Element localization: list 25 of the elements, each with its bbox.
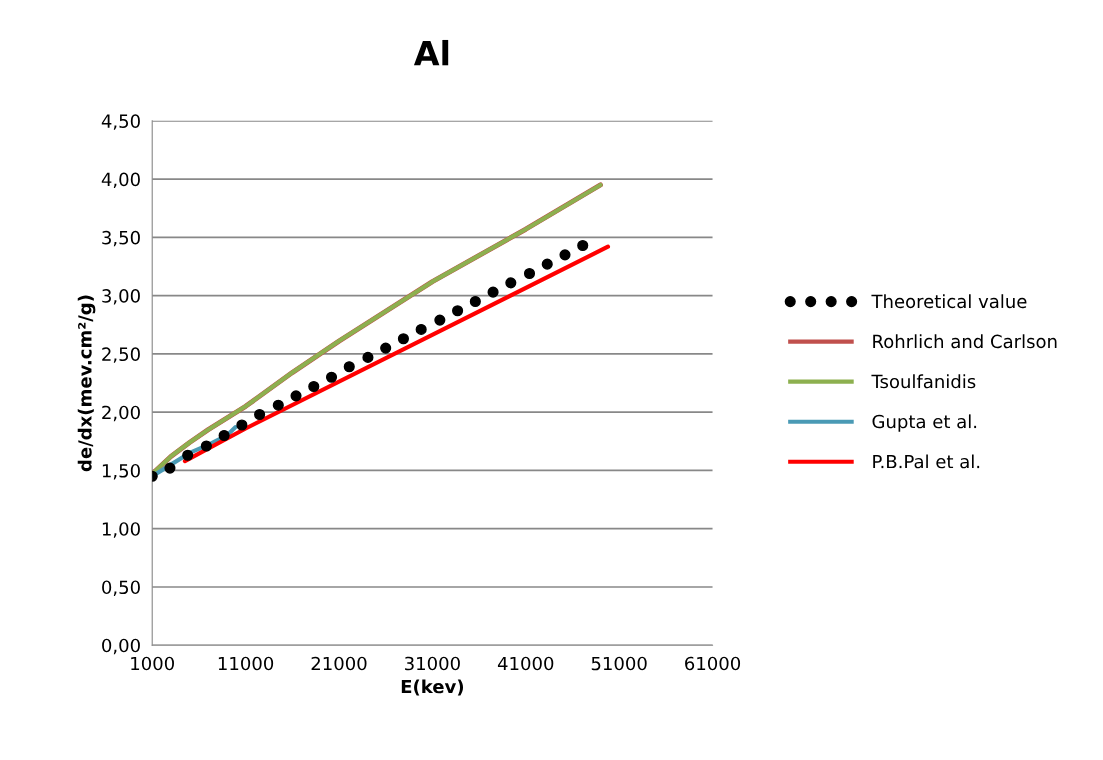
y-tick-label: 4,50 <box>101 114 140 130</box>
y-tick-label: 1,50 <box>102 463 140 480</box>
y-tick-label: 3,50 <box>102 230 140 247</box>
y-tick-label: 0,50 <box>102 580 140 596</box>
y-tick-label: 4,00 <box>101 172 140 189</box>
y-tick-label: 2,50 <box>102 347 140 363</box>
y-tick-label: 0,00 <box>102 638 140 655</box>
y-tick-label: 2,00 <box>102 405 140 422</box>
chart-title: Al <box>413 39 449 66</box>
legend-label: Tsoulfanidis <box>871 374 976 389</box>
x-tick-label: 11000 <box>218 656 274 671</box>
legend-label: Theoretical value <box>871 294 1027 309</box>
y-axis-title: de/dx(mev.cm²/g) <box>77 295 96 472</box>
x-tick-label: 21000 <box>311 656 367 671</box>
y-tick-label: 1,00 <box>102 522 140 538</box>
legend-label: Gupta et al. <box>872 414 977 432</box>
y-tick-label: 3,00 <box>102 289 140 305</box>
x-tick-label: 51000 <box>591 656 647 671</box>
legend-label: P.B.Pal et al. <box>873 454 980 469</box>
x-tick-label: 41000 <box>497 656 554 671</box>
x-tick-label: 1000 <box>131 656 174 671</box>
x-tick-label: 31000 <box>405 656 460 671</box>
x-axis-title: E(kev) <box>401 679 464 696</box>
x-tick-label: 61000 <box>685 656 741 671</box>
legend-label: Rohrlich and Carlson <box>873 334 1057 349</box>
